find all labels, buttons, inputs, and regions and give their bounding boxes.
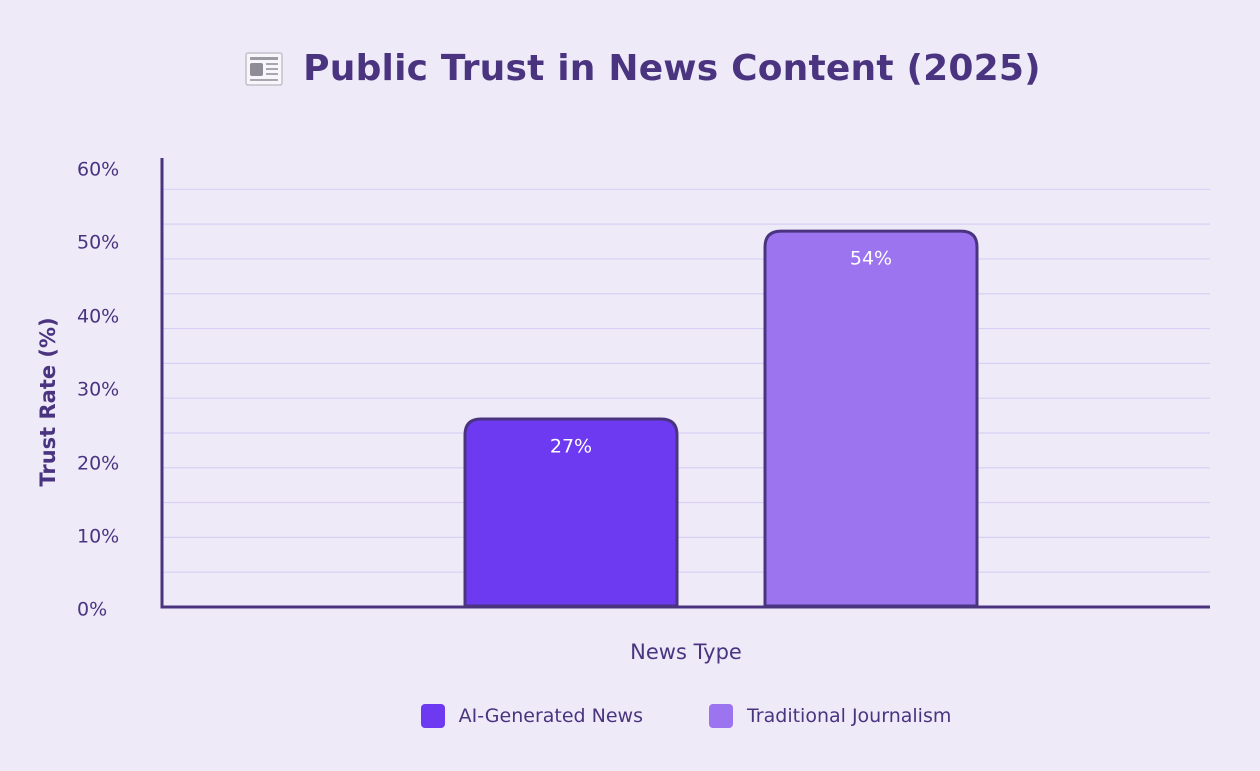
y-tick-label: 10% [77, 526, 119, 548]
legend-item-traditional-journalism: Traditional Journalism [708, 704, 952, 728]
bar-value-labels: 27% 54% [550, 248, 892, 458]
y-tick-label: 20% [77, 453, 119, 475]
legend-label: Traditional Journalism [746, 705, 952, 727]
legend-swatch [420, 704, 445, 728]
y-tick-label: 0% [77, 599, 107, 621]
y-tick-label: 40% [77, 306, 119, 328]
chart-title: Public Trust in News Content (2025) [303, 48, 1041, 89]
gridlines [162, 188, 1210, 573]
chart-title-row: Public Trust in News Content (2025) [0, 48, 1260, 89]
bar-value-label: 27% [550, 436, 592, 458]
legend-item-ai-generated-news: AI-Generated News [420, 704, 643, 728]
legend: AI-Generated News Traditional Journalism [0, 704, 1260, 728]
legend-label: AI-Generated News [458, 705, 643, 727]
y-tick-label: 30% [77, 379, 119, 401]
newspaper-icon [245, 51, 283, 86]
y-tick-label: 60% [77, 159, 119, 181]
y-tick-labels: 0% 10% 20% 30% 40% 50% 60% [77, 159, 119, 621]
bar-value-label: 54% [850, 248, 892, 270]
bar [763, 229, 979, 608]
legend-swatch [708, 704, 733, 728]
x-axis-label: News Type [630, 640, 742, 664]
bars [463, 229, 979, 608]
y-tick-label: 50% [77, 232, 119, 254]
bar [463, 417, 679, 608]
